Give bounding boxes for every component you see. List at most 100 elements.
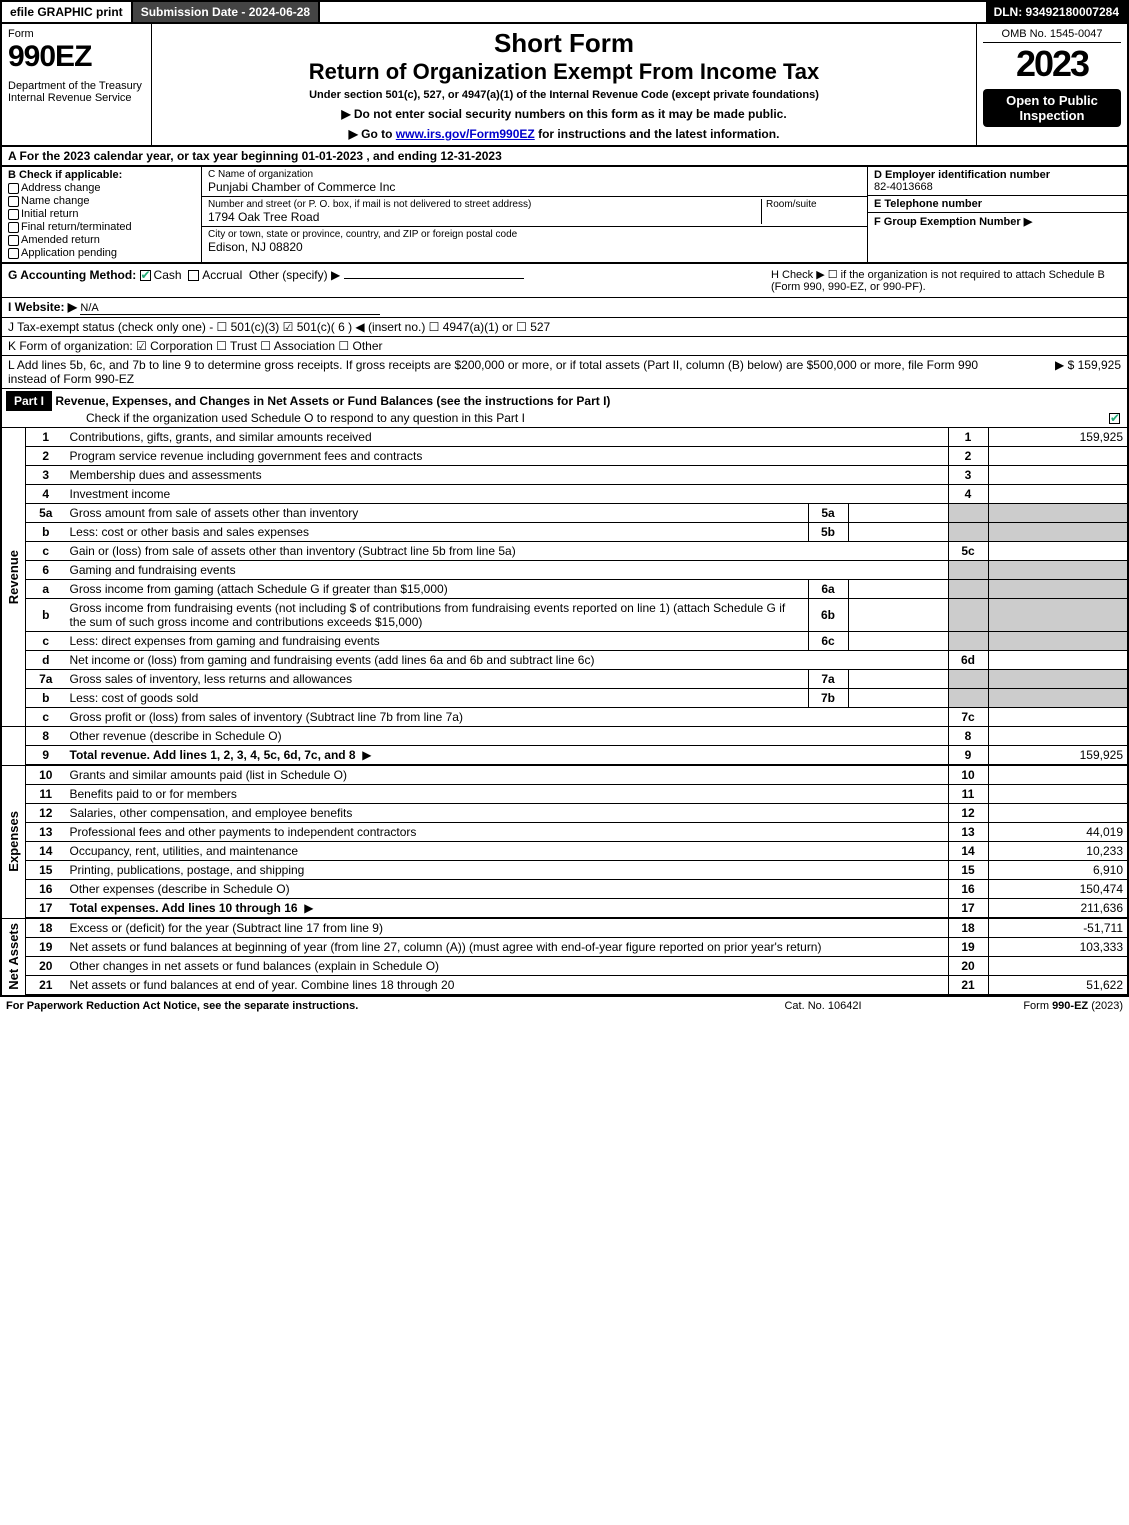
short-form-title: Short Form	[158, 28, 970, 59]
part-i-header: Part I Revenue, Expenses, and Changes in…	[0, 389, 1129, 428]
instr-post: for instructions and the latest informat…	[535, 127, 780, 141]
line-21-amount: 51,622	[988, 976, 1128, 996]
line-15-desc: Printing, publications, postage, and shi…	[66, 861, 949, 880]
section-bcd: B Check if applicable: Address change Na…	[0, 166, 1129, 264]
line-10-no: 10	[948, 766, 988, 785]
line-5c-amount	[988, 542, 1128, 561]
chk-label: Final return/terminated	[21, 221, 132, 233]
c-name-label: C Name of organization	[208, 169, 861, 180]
revenue-tab: Revenue	[1, 428, 26, 727]
line-8-desc: Other revenue (describe in Schedule O)	[66, 727, 949, 746]
form-label: Form	[8, 28, 145, 40]
form-header: Form 990EZ Department of the Treasury In…	[0, 24, 1129, 147]
efile-label[interactable]: efile GRAPHIC print	[2, 2, 133, 22]
line-2-desc: Program service revenue including govern…	[66, 447, 949, 466]
org-city: Edison, NJ 08820	[208, 240, 861, 254]
line-1-no: 1	[948, 428, 988, 447]
chk-label: Address change	[21, 182, 101, 194]
org-street: 1794 Oak Tree Road	[208, 210, 761, 224]
line-5b-sub: 5b	[808, 523, 848, 542]
chk-amended[interactable]: Amended return	[8, 234, 195, 246]
top-bar: efile GRAPHIC print Submission Date - 20…	[0, 0, 1129, 24]
line-15-no: 15	[948, 861, 988, 880]
row-website: I Website: ▶ N/A	[0, 298, 1129, 318]
section-c: C Name of organization Punjabi Chamber o…	[202, 167, 867, 262]
line-18-desc: Excess or (deficit) for the year (Subtra…	[66, 919, 949, 938]
line-2-no: 2	[948, 447, 988, 466]
chk-address-change[interactable]: Address change	[8, 182, 195, 194]
line-12-amount	[988, 804, 1128, 823]
line-7c-amount	[988, 708, 1128, 727]
irs-link[interactable]: www.irs.gov/Form990EZ	[396, 127, 535, 141]
part-i-label: Part I	[6, 391, 52, 411]
line-20-no: 20	[948, 957, 988, 976]
f-group-label: F Group Exemption Number ▶	[874, 215, 1121, 228]
line-13-no: 13	[948, 823, 988, 842]
line-6c-desc: Less: direct expenses from gaming and fu…	[66, 632, 809, 651]
line-16-no: 16	[948, 880, 988, 899]
footer-left: For Paperwork Reduction Act Notice, see …	[6, 1000, 723, 1012]
chk-schedule-o[interactable]	[1109, 413, 1120, 424]
line-7b-desc: Less: cost of goods sold	[66, 689, 809, 708]
line-8-no: 8	[948, 727, 988, 746]
h-schedule-b: H Check ▶ ☐ if the organization is not r…	[771, 268, 1121, 293]
dln: DLN: 93492180007284	[986, 2, 1127, 22]
chk-cash[interactable]	[140, 270, 151, 281]
c-city-label: City or town, state or province, country…	[208, 229, 861, 240]
website-value: N/A	[80, 302, 380, 315]
c-addr-label: Number and street (or P. O. box, if mail…	[208, 199, 761, 210]
line-5a-sub: 5a	[808, 504, 848, 523]
line-14-desc: Occupancy, rent, utilities, and maintena…	[66, 842, 949, 861]
line-5c-desc: Gain or (loss) from sale of assets other…	[66, 542, 949, 561]
line-3-amount	[988, 466, 1128, 485]
accrual-label: Accrual	[202, 268, 242, 282]
row-form-org: K Form of organization: ☑ Corporation ☐ …	[0, 337, 1129, 356]
d-ein-label: D Employer identification number	[874, 169, 1121, 181]
line-4-amount	[988, 485, 1128, 504]
i-label: I Website: ▶	[8, 300, 77, 314]
line-7b-sub: 7b	[808, 689, 848, 708]
line-21-desc: Net assets or fund balances at end of ye…	[66, 976, 949, 996]
line-18-amount: -51,711	[988, 919, 1128, 938]
instr-goto: ▶ Go to www.irs.gov/Form990EZ for instru…	[158, 127, 970, 141]
line-6a-desc: Gross income from gaming (attach Schedul…	[66, 580, 809, 599]
line-9-no: 9	[948, 746, 988, 766]
line-18-no: 18	[948, 919, 988, 938]
g-label: G Accounting Method:	[8, 268, 136, 282]
b-label: B Check if applicable:	[8, 169, 195, 181]
chk-application-pending[interactable]: Application pending	[8, 247, 195, 259]
expenses-table: Expenses 10Grants and similar amounts pa…	[0, 766, 1129, 919]
omb-number: OMB No. 1545-0047	[983, 28, 1121, 43]
line-6d-no: 6d	[948, 651, 988, 670]
subtitle: Under section 501(c), 527, or 4947(a)(1)…	[158, 89, 970, 101]
shade	[988, 504, 1128, 523]
header-center: Short Form Return of Organization Exempt…	[152, 24, 977, 145]
chk-accrual[interactable]	[188, 270, 199, 281]
line-10-desc: Grants and similar amounts paid (list in…	[66, 766, 949, 785]
part-i-title: Revenue, Expenses, and Changes in Net As…	[55, 394, 610, 408]
line-20-desc: Other changes in net assets or fund bala…	[66, 957, 949, 976]
chk-label: Amended return	[21, 234, 100, 246]
chk-initial-return[interactable]: Initial return	[8, 208, 195, 220]
form-number: 990EZ	[8, 40, 145, 74]
e-tel-label: E Telephone number	[874, 198, 1121, 210]
line-20-amount	[988, 957, 1128, 976]
instr-pre: ▶ Go to	[349, 127, 396, 141]
line-16-amount: 150,474	[988, 880, 1128, 899]
footer-cat: Cat. No. 10642I	[723, 1000, 923, 1012]
line-6-desc: Gaming and fundraising events	[66, 561, 949, 580]
line-12-no: 12	[948, 804, 988, 823]
row-gh: G Accounting Method: Cash Accrual Other …	[0, 264, 1129, 298]
chk-final-return[interactable]: Final return/terminated	[8, 221, 195, 233]
open-inspection: Open to Public Inspection	[983, 89, 1121, 127]
line-6b-desc: Gross income from fundraising events (no…	[66, 599, 809, 632]
line-4-no: 4	[948, 485, 988, 504]
lineno: 1	[26, 428, 66, 447]
line-6d-amount	[988, 651, 1128, 670]
netassets-tab: Net Assets	[1, 919, 26, 995]
line-14-no: 14	[948, 842, 988, 861]
part-i-check: Check if the organization used Schedule …	[86, 411, 525, 425]
line-13-desc: Professional fees and other payments to …	[66, 823, 949, 842]
line-15-amount: 6,910	[988, 861, 1128, 880]
chk-name-change[interactable]: Name change	[8, 195, 195, 207]
